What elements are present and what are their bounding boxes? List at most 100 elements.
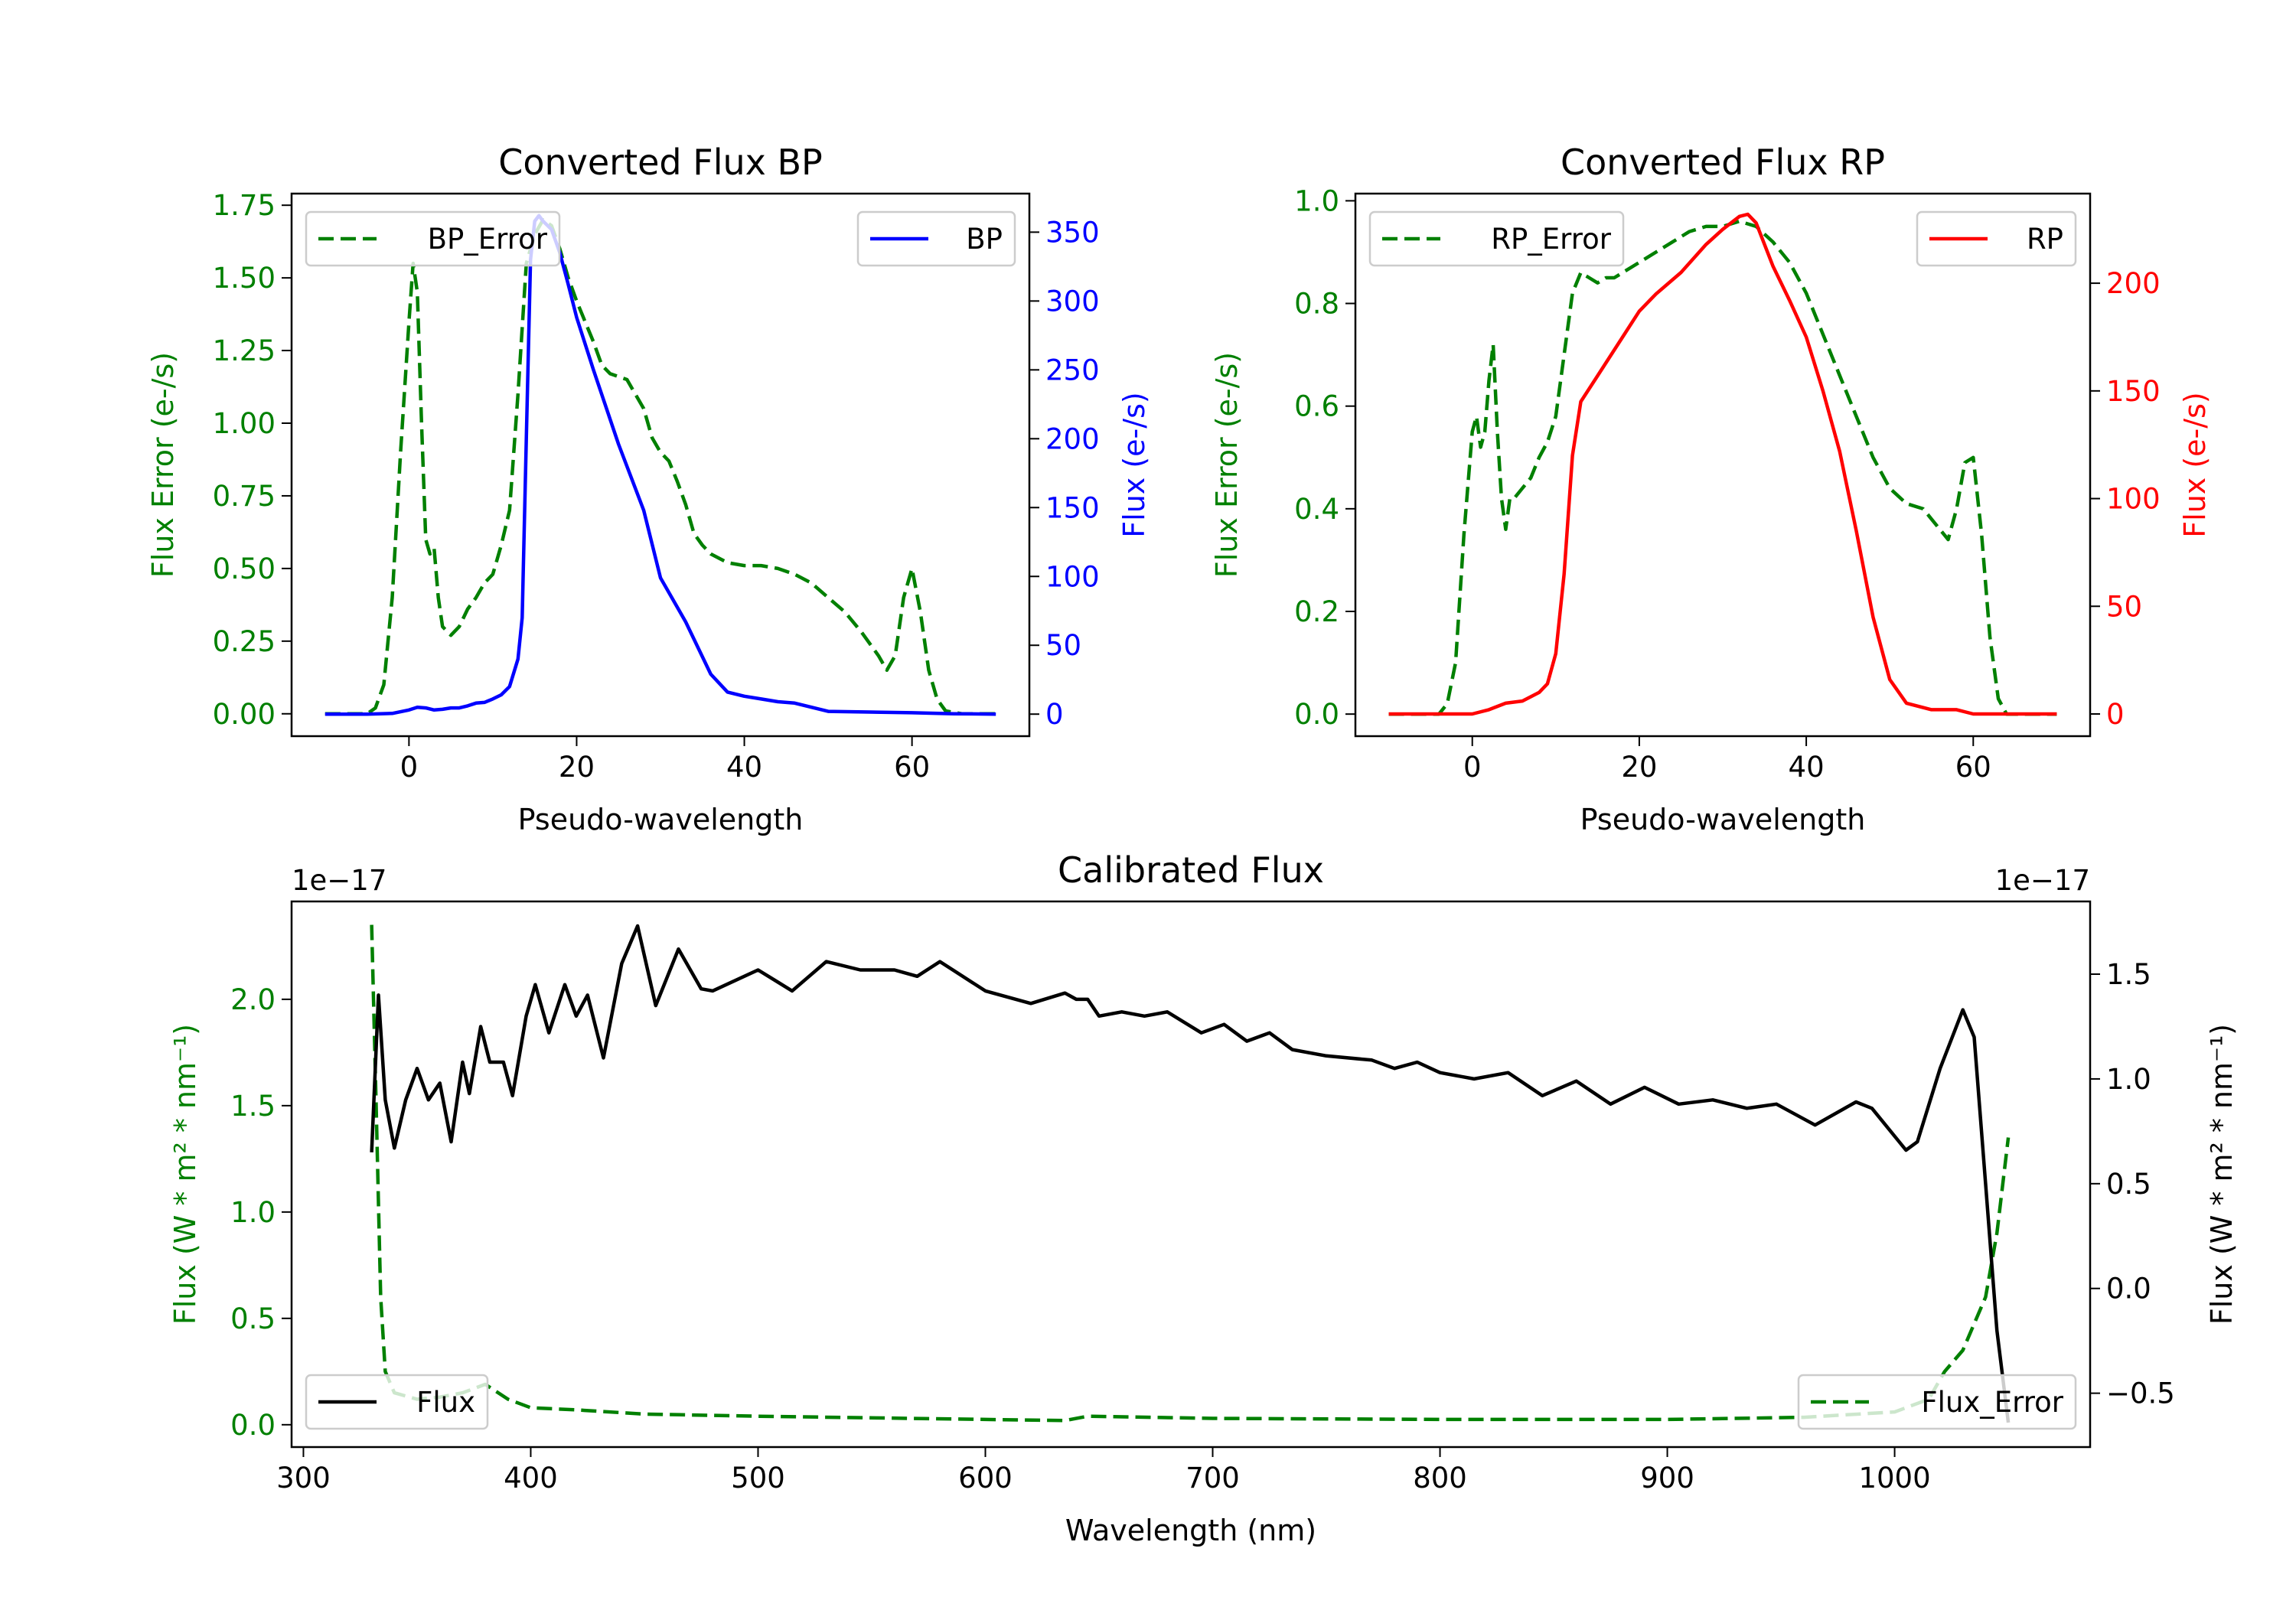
y-right-tick-label: 1.5 [2106,958,2151,991]
y-left-tick-label: 0.25 [213,625,276,658]
y-right-tick-label: 150 [2106,375,2161,408]
x-tick-label: 1000 [1858,1462,1930,1495]
x-tick-label: 300 [276,1462,331,1495]
x-tick-label: 40 [726,751,762,784]
series-group [370,924,2011,1423]
legend-label: BP_Error [428,223,548,256]
x-tick-label: 400 [504,1462,558,1495]
y-left-tick-label: 1.75 [213,189,276,222]
x-axis-label: Pseudo-wavelength [518,803,804,836]
y-left-tick-label: 1.0 [230,1196,276,1229]
y-right-tick-label: 350 [1045,216,1100,249]
x-axis-label: Pseudo-wavelength [1580,803,1866,836]
y-right-axis-label: Flux (W * m² * nm⁻¹) [2205,1024,2239,1325]
axes-frame [1354,192,2092,738]
y-right-tick-label: 1.0 [2106,1063,2151,1096]
x-tick-label: 0 [400,751,419,784]
legend-label: RP_Error [1491,223,1611,256]
y-left-tick-label: 0.0 [230,1409,276,1442]
y-left-tick-label: 2.0 [230,983,276,1016]
y-right-tick-label: −0.5 [2106,1377,2175,1410]
chart-title: Calibrated Flux [1058,849,1324,891]
y-right-tick-label: 250 [1045,354,1100,386]
y-left-tick-label: 0.00 [213,698,276,731]
y-left-axis-label: Flux Error (e-/s) [146,352,180,578]
y-right-tick-label: 200 [2106,267,2161,300]
legend-label: Flux_Error [1921,1386,2063,1419]
x-tick-label: 600 [958,1462,1013,1495]
y-right-tick-label: 100 [2106,483,2161,516]
legend-box [305,210,561,267]
y-left-tick-label: 0.75 [213,480,276,513]
legend-label: Flux [416,1386,475,1419]
legend-box [1916,210,2077,267]
chart-panel-2: Calibrated Flux 300 400 500 600 700 800 900 1000… [168,849,2239,1547]
legend-bp: BP [856,210,1016,267]
y-left-offset-text: 1e−17 [292,864,386,897]
y-left-tick-label: 1.00 [213,407,276,440]
legend-label: BP [966,223,1003,256]
legend-bp-error: BP_Error [305,210,561,267]
series-line-bp [325,214,996,716]
chart-panel-1: Converted Flux RP 0 20 40 60 Pseudo-wavelengt… [1210,142,2212,836]
legend-box [305,1374,489,1430]
x-tick-label: 60 [1955,751,1991,784]
x-tick-label: 900 [1640,1462,1694,1495]
chart-title: Converted Flux BP [498,142,823,183]
legend-flux: Flux [305,1374,489,1430]
series-group [1388,212,2057,716]
y-right-axis-label: Flux (e-/s) [1117,392,1151,537]
x-tick-label: 60 [894,751,930,784]
legend-label: RP [2027,223,2063,256]
y-left-tick-label: 1.25 [213,334,276,367]
y-right-tick-label: 50 [1045,629,1081,662]
legend-rp-error: RP_Error [1368,210,1625,267]
series-line-rp [1388,212,2057,716]
x-tick-label: 700 [1186,1462,1240,1495]
y-right-tick-label: 0.5 [2106,1168,2151,1201]
y-right-tick-label: 200 [1045,422,1100,455]
y-left-tick-label: 1.5 [230,1090,276,1123]
series-line-flux [370,924,2011,1423]
x-axis-label: Wavelength (nm) [1065,1514,1316,1547]
series-line-bp-error [325,217,996,716]
y-right-offset-text: 1e−17 [1995,864,2090,897]
legend-box [1368,210,1625,267]
y-left-tick-label: 0.2 [1294,595,1339,628]
series-line-rp-error [1388,219,2057,716]
series-line-flux-error [370,924,2011,1423]
series-group [325,214,996,716]
y-left-tick-label: 0.4 [1294,493,1339,526]
x-tick-label: 800 [1413,1462,1467,1495]
y-right-axis-label: Flux (e-/s) [2178,392,2212,537]
y-left-tick-label: 0.5 [230,1302,276,1335]
chart-title: Converted Flux RP [1561,142,1885,183]
y-left-tick-label: 0.50 [213,553,276,585]
y-right-tick-label: 50 [2106,590,2142,623]
axes-frame [290,900,2092,1449]
y-right-tick-label: 300 [1045,285,1100,318]
y-left-tick-label: 0.0 [1294,698,1339,731]
x-tick-label: 40 [1789,751,1825,784]
y-left-tick-label: 1.50 [213,262,276,295]
y-left-tick-label: 1.0 [1294,184,1339,217]
y-left-axis-label: Flux (W * m² * nm⁻¹) [168,1024,202,1325]
chart-panel-0: Converted Flux BP 0 20 40 60 Pseudo-wavelengt… [146,142,1151,836]
y-right-tick-label: 0 [1045,698,1064,731]
y-left-axis-label: Flux Error (e-/s) [1210,352,1244,578]
legend-flux-error: Flux_Error [1797,1374,2077,1430]
legend-rp: RP [1916,210,2077,267]
y-right-tick-label: 100 [1045,560,1100,593]
legend-box [856,210,1016,267]
x-tick-label: 0 [1463,751,1482,784]
x-tick-label: 500 [731,1462,785,1495]
x-tick-label: 20 [1621,751,1657,784]
axes-frame [290,192,1031,738]
y-right-tick-label: 0.0 [2106,1273,2151,1305]
y-left-tick-label: 0.8 [1294,288,1339,321]
legend-box [1797,1374,2077,1430]
y-left-tick-label: 0.6 [1294,390,1339,423]
y-right-tick-label: 150 [1045,491,1100,524]
x-tick-label: 20 [559,751,595,784]
